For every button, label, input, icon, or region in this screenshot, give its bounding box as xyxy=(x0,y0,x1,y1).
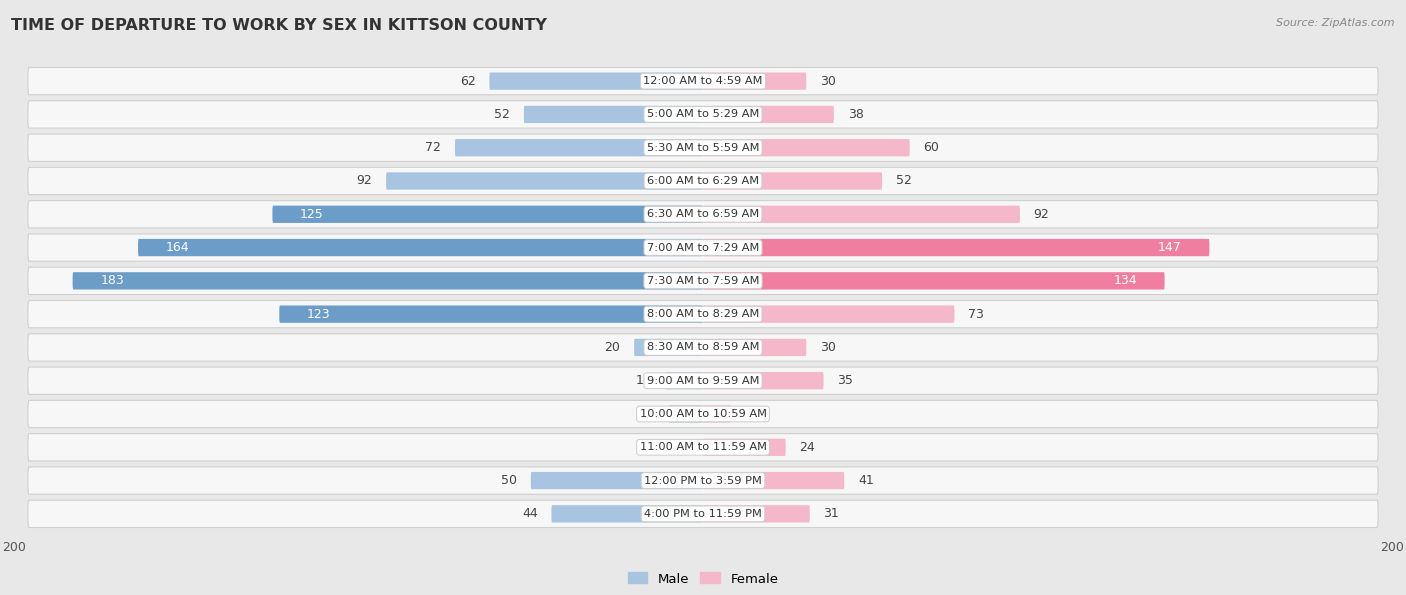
Text: 30: 30 xyxy=(820,341,837,354)
FancyBboxPatch shape xyxy=(28,67,1378,95)
Text: 9:00 AM to 9:59 AM: 9:00 AM to 9:59 AM xyxy=(647,375,759,386)
FancyBboxPatch shape xyxy=(703,106,834,123)
FancyBboxPatch shape xyxy=(456,139,703,156)
Text: 72: 72 xyxy=(426,141,441,154)
FancyBboxPatch shape xyxy=(28,101,1378,128)
FancyBboxPatch shape xyxy=(387,173,703,190)
Text: 6:30 AM to 6:59 AM: 6:30 AM to 6:59 AM xyxy=(647,209,759,220)
Text: 125: 125 xyxy=(299,208,323,221)
FancyBboxPatch shape xyxy=(28,334,1378,361)
FancyBboxPatch shape xyxy=(703,372,824,389)
Text: 147: 147 xyxy=(1159,241,1182,254)
FancyBboxPatch shape xyxy=(551,505,703,522)
Text: 11: 11 xyxy=(636,374,651,387)
Text: 5:30 AM to 5:59 AM: 5:30 AM to 5:59 AM xyxy=(647,143,759,153)
FancyBboxPatch shape xyxy=(665,372,703,389)
FancyBboxPatch shape xyxy=(531,472,703,489)
Text: 8:00 AM to 8:29 AM: 8:00 AM to 8:29 AM xyxy=(647,309,759,319)
Text: 8: 8 xyxy=(744,408,752,421)
FancyBboxPatch shape xyxy=(703,139,910,156)
FancyBboxPatch shape xyxy=(28,267,1378,295)
Text: 7:00 AM to 7:29 AM: 7:00 AM to 7:29 AM xyxy=(647,243,759,252)
FancyBboxPatch shape xyxy=(28,467,1378,494)
FancyBboxPatch shape xyxy=(28,167,1378,195)
Text: 10:00 AM to 10:59 AM: 10:00 AM to 10:59 AM xyxy=(640,409,766,419)
FancyBboxPatch shape xyxy=(703,239,1209,256)
Text: 134: 134 xyxy=(1114,274,1137,287)
Text: 92: 92 xyxy=(1033,208,1049,221)
Text: 92: 92 xyxy=(357,174,373,187)
Text: 4:00 PM to 11:59 PM: 4:00 PM to 11:59 PM xyxy=(644,509,762,519)
Text: Source: ZipAtlas.com: Source: ZipAtlas.com xyxy=(1277,18,1395,28)
FancyBboxPatch shape xyxy=(73,272,703,290)
Text: 123: 123 xyxy=(307,308,330,321)
Text: 8:30 AM to 8:59 AM: 8:30 AM to 8:59 AM xyxy=(647,343,759,352)
Text: 10: 10 xyxy=(638,408,655,421)
Text: 62: 62 xyxy=(460,74,475,87)
Text: 31: 31 xyxy=(824,508,839,521)
Text: 183: 183 xyxy=(100,274,124,287)
FancyBboxPatch shape xyxy=(28,234,1378,261)
FancyBboxPatch shape xyxy=(28,300,1378,328)
FancyBboxPatch shape xyxy=(28,201,1378,228)
FancyBboxPatch shape xyxy=(489,73,703,90)
FancyBboxPatch shape xyxy=(28,434,1378,461)
FancyBboxPatch shape xyxy=(273,206,703,223)
Text: TIME OF DEPARTURE TO WORK BY SEX IN KITTSON COUNTY: TIME OF DEPARTURE TO WORK BY SEX IN KITT… xyxy=(11,18,547,33)
Text: 12:00 AM to 4:59 AM: 12:00 AM to 4:59 AM xyxy=(644,76,762,86)
FancyBboxPatch shape xyxy=(703,73,807,90)
Text: 52: 52 xyxy=(495,108,510,121)
Text: 41: 41 xyxy=(858,474,873,487)
FancyBboxPatch shape xyxy=(703,206,1019,223)
FancyBboxPatch shape xyxy=(703,505,810,522)
FancyBboxPatch shape xyxy=(634,339,703,356)
Text: 7:30 AM to 7:59 AM: 7:30 AM to 7:59 AM xyxy=(647,276,759,286)
FancyBboxPatch shape xyxy=(703,439,786,456)
Text: 20: 20 xyxy=(605,341,620,354)
Text: 12:00 PM to 3:59 PM: 12:00 PM to 3:59 PM xyxy=(644,475,762,486)
Legend: Male, Female: Male, Female xyxy=(623,567,783,591)
FancyBboxPatch shape xyxy=(280,305,703,323)
FancyBboxPatch shape xyxy=(703,472,844,489)
FancyBboxPatch shape xyxy=(669,405,703,422)
Text: 50: 50 xyxy=(501,474,517,487)
Text: 73: 73 xyxy=(969,308,984,321)
FancyBboxPatch shape xyxy=(703,272,1164,290)
FancyBboxPatch shape xyxy=(28,400,1378,428)
Text: 6:00 AM to 6:29 AM: 6:00 AM to 6:29 AM xyxy=(647,176,759,186)
FancyBboxPatch shape xyxy=(28,367,1378,394)
Text: 30: 30 xyxy=(820,74,837,87)
Text: 24: 24 xyxy=(800,441,815,454)
Text: 5:00 AM to 5:29 AM: 5:00 AM to 5:29 AM xyxy=(647,109,759,120)
FancyBboxPatch shape xyxy=(138,239,703,256)
Text: 11:00 AM to 11:59 AM: 11:00 AM to 11:59 AM xyxy=(640,442,766,452)
FancyBboxPatch shape xyxy=(703,339,807,356)
Text: 38: 38 xyxy=(848,108,863,121)
FancyBboxPatch shape xyxy=(703,305,955,323)
Text: 164: 164 xyxy=(166,241,190,254)
FancyBboxPatch shape xyxy=(28,134,1378,161)
FancyBboxPatch shape xyxy=(28,500,1378,528)
Text: 35: 35 xyxy=(838,374,853,387)
FancyBboxPatch shape xyxy=(524,106,703,123)
FancyBboxPatch shape xyxy=(703,405,731,422)
Text: 44: 44 xyxy=(522,508,537,521)
Text: 60: 60 xyxy=(924,141,939,154)
Text: 0: 0 xyxy=(682,441,689,454)
Text: 52: 52 xyxy=(896,174,911,187)
FancyBboxPatch shape xyxy=(703,173,882,190)
